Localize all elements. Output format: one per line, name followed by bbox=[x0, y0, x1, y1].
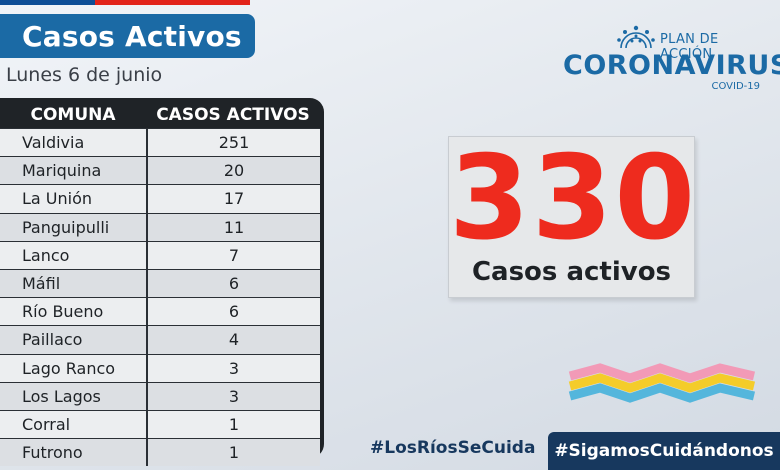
table-row: Máfil 6 bbox=[0, 268, 320, 298]
column-header-comuna: COMUNA bbox=[0, 102, 146, 128]
table-row: Panguipulli 11 bbox=[0, 212, 320, 241]
casos-cell: 3 bbox=[146, 353, 320, 382]
casos-cell: 6 bbox=[146, 297, 320, 326]
table-row: Futrono 1 bbox=[0, 438, 320, 467]
hashtag-sigamos: #SigamosCuidándonos bbox=[548, 432, 780, 470]
comuna-cell: Máfil bbox=[0, 268, 146, 298]
comuna-cell: Río Bueno bbox=[0, 297, 146, 326]
page-title: Casos Activos bbox=[0, 14, 255, 58]
casos-cell: 1 bbox=[146, 438, 320, 467]
casos-cell: 6 bbox=[146, 268, 320, 298]
table-row: Lanco 7 bbox=[0, 240, 320, 269]
table-row: Río Bueno 6 bbox=[0, 297, 320, 326]
comuna-cell: Lanco bbox=[0, 240, 146, 269]
casos-cell: 17 bbox=[146, 184, 320, 213]
column-header-casos: CASOS ACTIVOS bbox=[146, 102, 320, 128]
logo-plan-text: PLAN DE ACCIÓN bbox=[660, 32, 719, 62]
coronavirus-logo: PLAN DE ACCIÓN CORONAVIRUS COVID-19 bbox=[560, 24, 780, 94]
flag-strip bbox=[0, 0, 250, 5]
total-cases-label: Casos activos bbox=[471, 257, 672, 287]
table-row: Mariquina 20 bbox=[0, 156, 320, 185]
casos-cell: 251 bbox=[146, 128, 320, 157]
casos-cell: 1 bbox=[146, 409, 320, 439]
wave-blue bbox=[568, 383, 756, 403]
comuna-cell: Corral bbox=[0, 409, 146, 439]
comuna-cell: Valdivia bbox=[0, 128, 146, 157]
table-header-row: COMUNA CASOS ACTIVOS bbox=[0, 102, 320, 128]
wave-yellow bbox=[568, 373, 756, 393]
table-row: Paillaco 4 bbox=[0, 325, 320, 354]
total-cases-number: 330 bbox=[449, 131, 698, 266]
table-row: Valdivia 251 bbox=[0, 128, 320, 157]
comuna-cell: Paillaco bbox=[0, 325, 146, 354]
comuna-cell: Lago Ranco bbox=[0, 353, 146, 382]
table-row: Corral 1 bbox=[0, 409, 320, 439]
casos-cell: 3 bbox=[146, 381, 320, 410]
casos-cell: 11 bbox=[146, 212, 320, 241]
comuna-cell: Panguipulli bbox=[0, 212, 146, 241]
hashtag-los-rios: #LosRíosSeCuida bbox=[370, 438, 536, 458]
comuna-cell: La Unión bbox=[0, 184, 146, 213]
flag-strip-red bbox=[95, 0, 250, 5]
casos-cell: 4 bbox=[146, 325, 320, 354]
table-row: Los Lagos 3 bbox=[0, 381, 320, 410]
table-row: La Unión 17 bbox=[0, 184, 320, 213]
cases-table: COMUNA CASOS ACTIVOS Valdivia 251 Mariqu… bbox=[0, 102, 320, 467]
virus-icon bbox=[617, 25, 655, 49]
colorful-waves-graphic bbox=[568, 363, 756, 403]
table-row: Lago Ranco 3 bbox=[0, 353, 320, 382]
casos-cell: 20 bbox=[146, 156, 320, 185]
casos-cell: 7 bbox=[146, 240, 320, 269]
total-cases-card: 330 Casos activos bbox=[448, 136, 695, 298]
logo-subtitle: COVID-19 bbox=[711, 81, 760, 92]
flag-strip-blue bbox=[0, 0, 95, 5]
report-date: Lunes 6 de junio bbox=[6, 64, 163, 86]
wave-pink bbox=[568, 363, 756, 383]
logo-title: CORONAVIRUS bbox=[563, 50, 780, 81]
comuna-cell: Mariquina bbox=[0, 156, 146, 185]
comuna-cell: Los Lagos bbox=[0, 381, 146, 410]
cases-table-card: COMUNA CASOS ACTIVOS Valdivia 251 Mariqu… bbox=[0, 98, 324, 467]
comuna-cell: Futrono bbox=[0, 438, 146, 467]
